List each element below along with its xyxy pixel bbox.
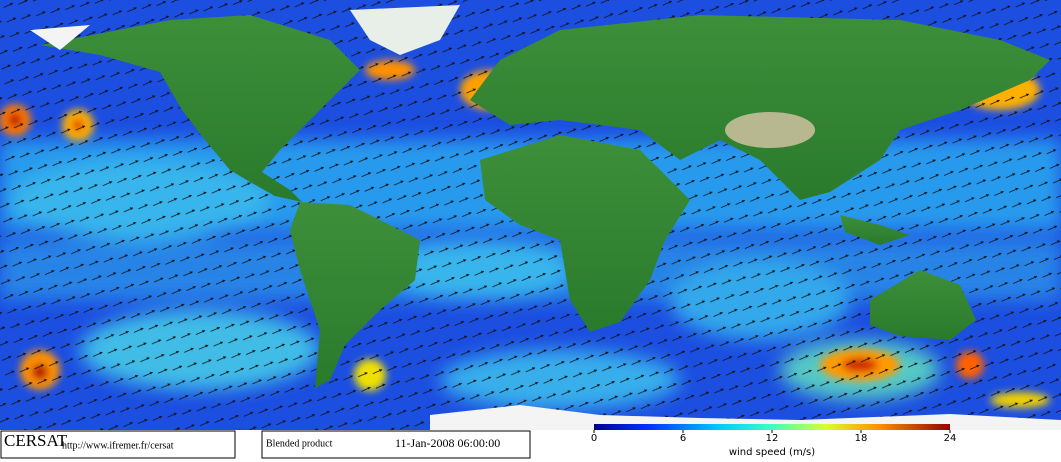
product: Blended product [266, 438, 333, 449]
colorbar [594, 424, 950, 430]
colorbar-tick-label: 18 [855, 433, 868, 444]
colorbar-tick-label: 24 [944, 433, 957, 444]
colorbar-label: wind speed (m/s) [729, 447, 815, 458]
url: http://www.ifremer.fr/cersat [62, 440, 174, 451]
colorbar-tick-label: 0 [591, 433, 597, 444]
land [40, 15, 1050, 388]
footer: CERSAT http://www.ifremer.fr/cersat Blen… [0, 424, 1061, 462]
ice [30, 5, 1061, 430]
timestamp: 11-Jan-2008 06:00:00 [395, 436, 500, 450]
logo: CERSAT [4, 431, 68, 450]
colorbar-tick-label: 6 [680, 433, 686, 444]
colorbar-tick-label: 12 [766, 433, 779, 444]
